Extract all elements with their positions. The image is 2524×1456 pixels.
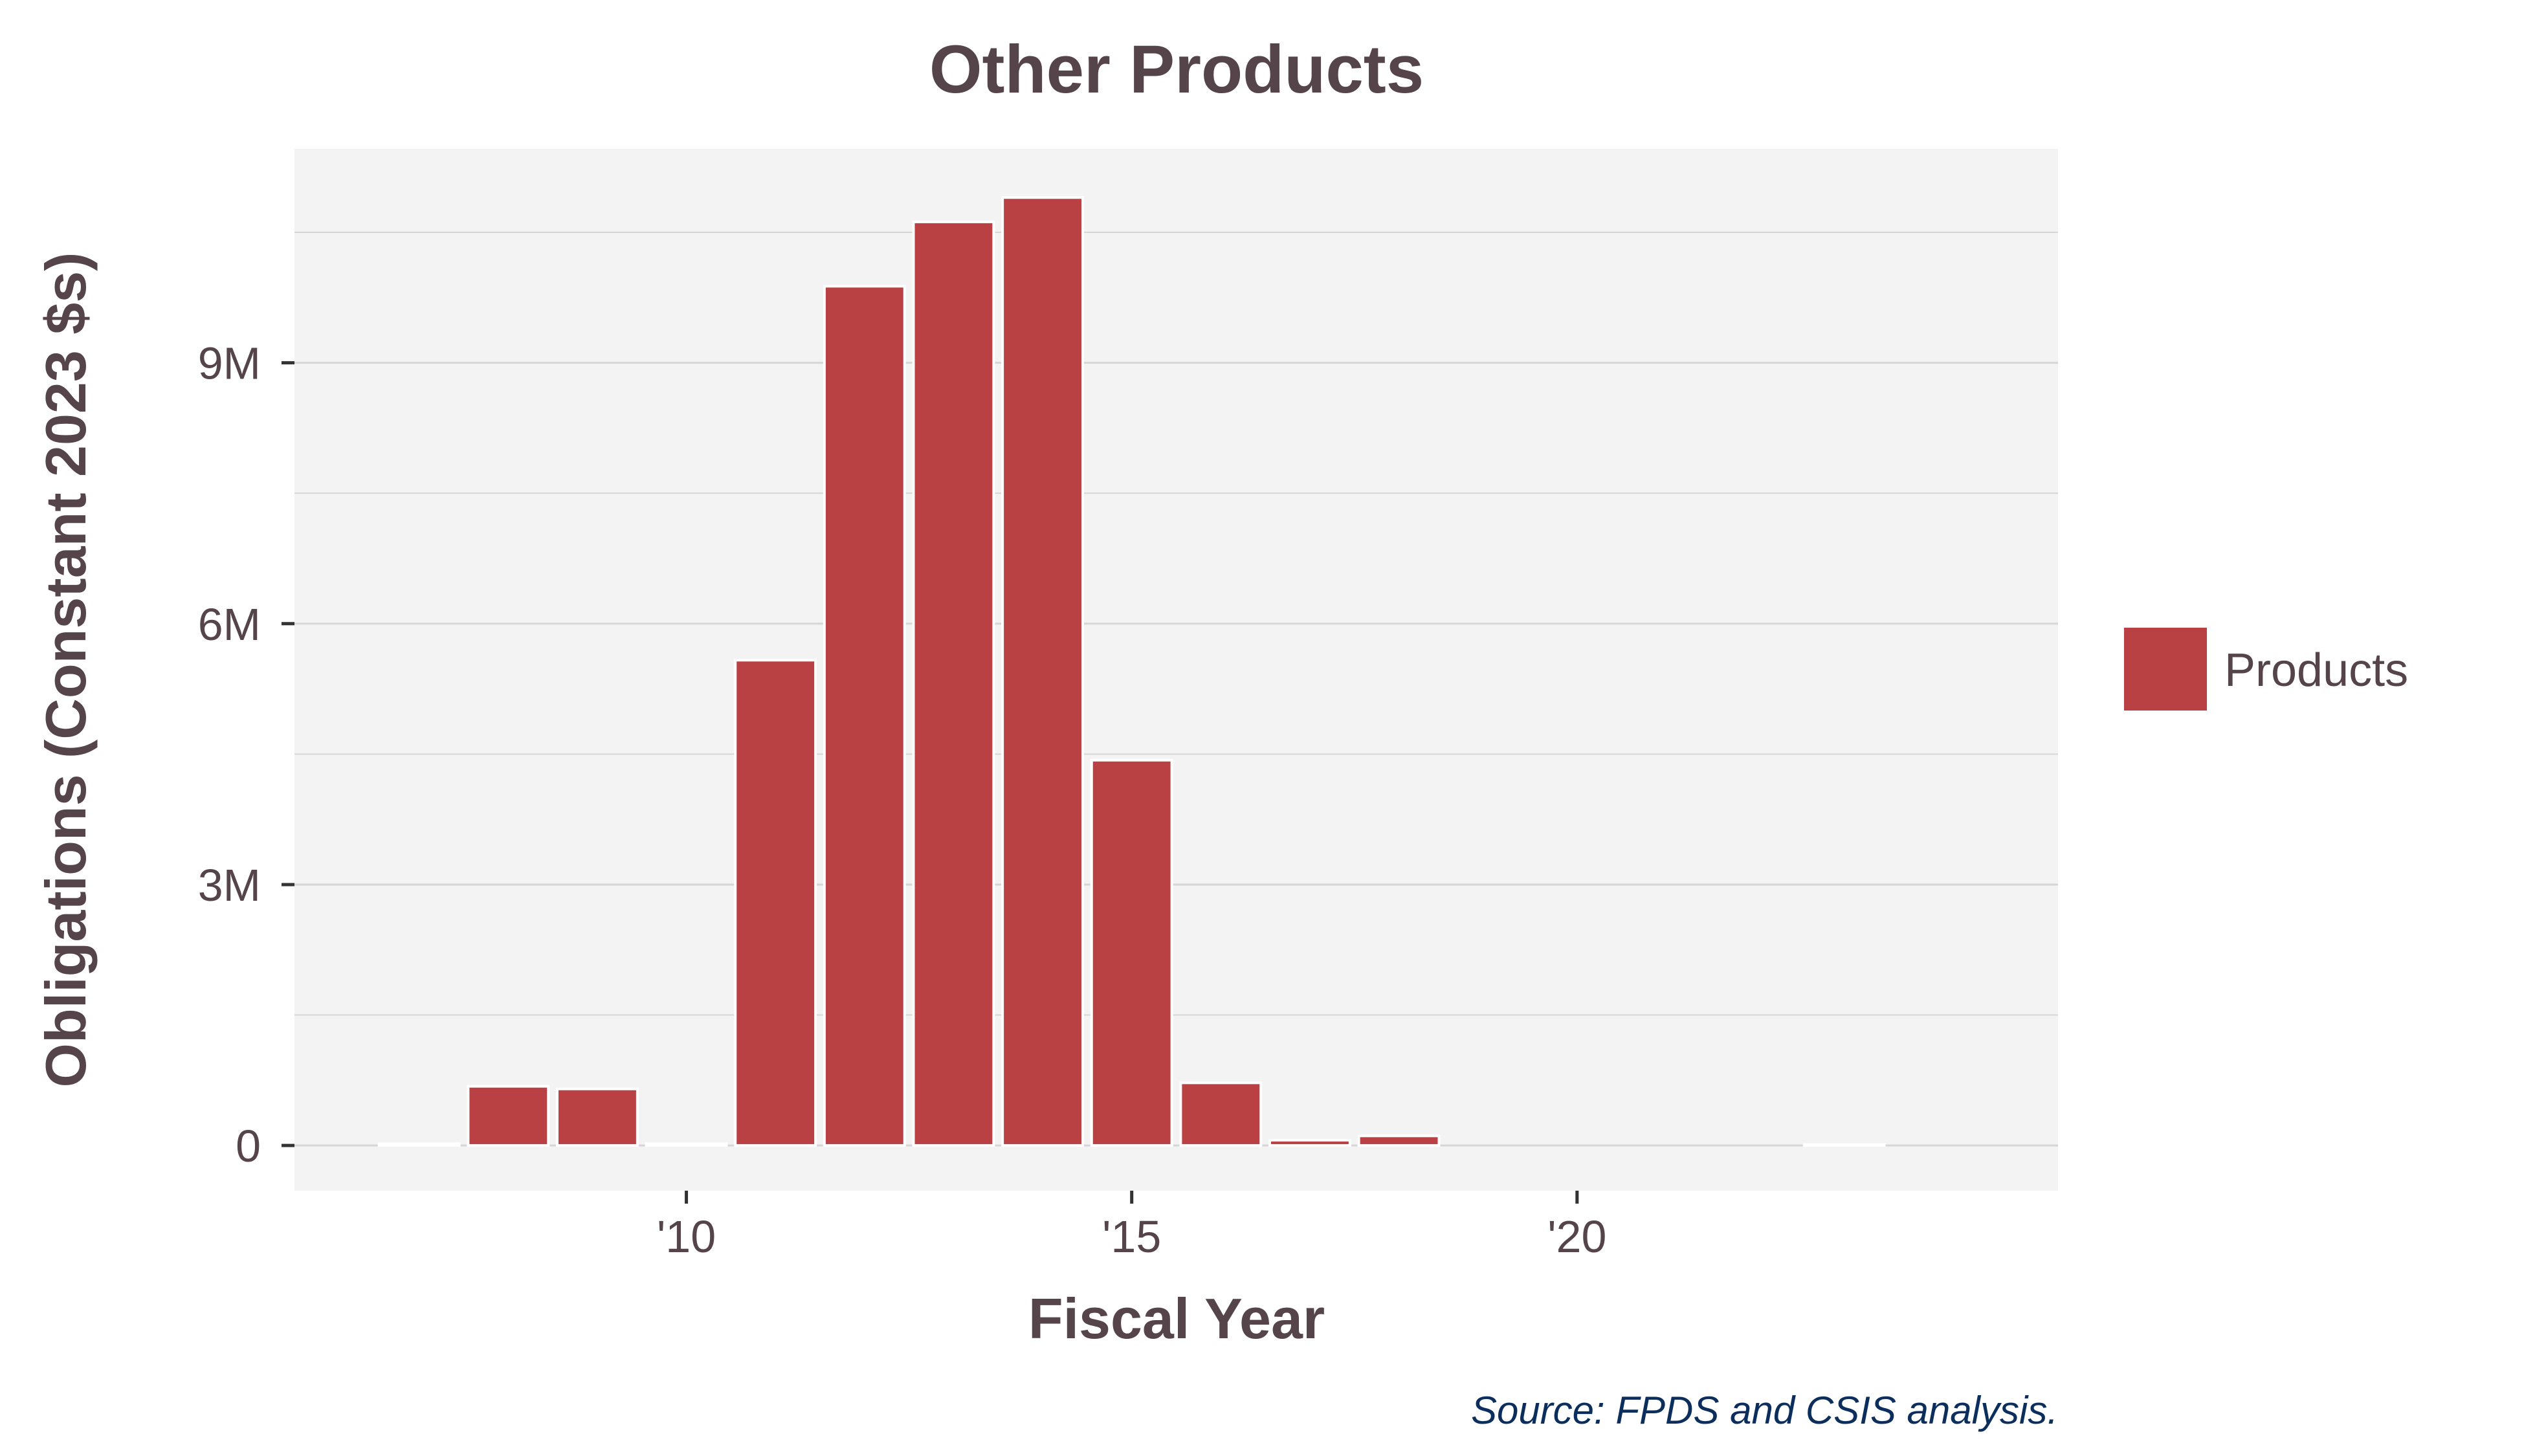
bar-fy2010 <box>645 1142 728 1147</box>
bar-fy2013 <box>912 220 995 1147</box>
bar-fy2016 <box>1179 1081 1263 1147</box>
y-axis: 0 3M 6M 9M <box>198 338 294 1171</box>
plot-panel <box>294 149 2058 1191</box>
bar-fy2017 <box>1268 1139 1351 1147</box>
bar-fy2011 <box>734 659 817 1147</box>
minor-gridlines <box>294 232 2058 1016</box>
chart-title: Other Products <box>929 32 1424 107</box>
source-caption: Source: FPDS and CSIS analysis. <box>1471 1389 2058 1432</box>
legend-key-products <box>2120 624 2211 714</box>
y-tick-label: 3M <box>198 860 261 910</box>
x-axis-title: Fiscal Year <box>1028 1286 1325 1351</box>
legend-label-products: Products <box>2224 645 2408 696</box>
bar-fy2015 <box>1090 758 1173 1147</box>
bar-fy2014 <box>1001 196 1084 1147</box>
x-tick-label: '20 <box>1547 1211 1606 1262</box>
bar-fy2012 <box>823 285 906 1147</box>
x-axis: '10 '15 '20 <box>657 1191 1606 1262</box>
y-tick-label: 9M <box>198 338 261 389</box>
y-tick-label: 6M <box>198 599 261 650</box>
bar-fy2018 <box>1357 1134 1441 1147</box>
bars <box>377 196 1886 1147</box>
y-axis-title: Obligations (Constant 2023 $s) <box>34 252 98 1088</box>
y-tick-label: 0 <box>236 1121 261 1171</box>
x-tick-label: '15 <box>1102 1211 1161 1262</box>
legend: Products <box>2120 624 2408 714</box>
bar-fy2007 <box>377 1142 461 1147</box>
x-tick-label: '10 <box>657 1211 716 1262</box>
bar-fy2009 <box>555 1087 639 1147</box>
bar-fy2008 <box>467 1085 550 1147</box>
